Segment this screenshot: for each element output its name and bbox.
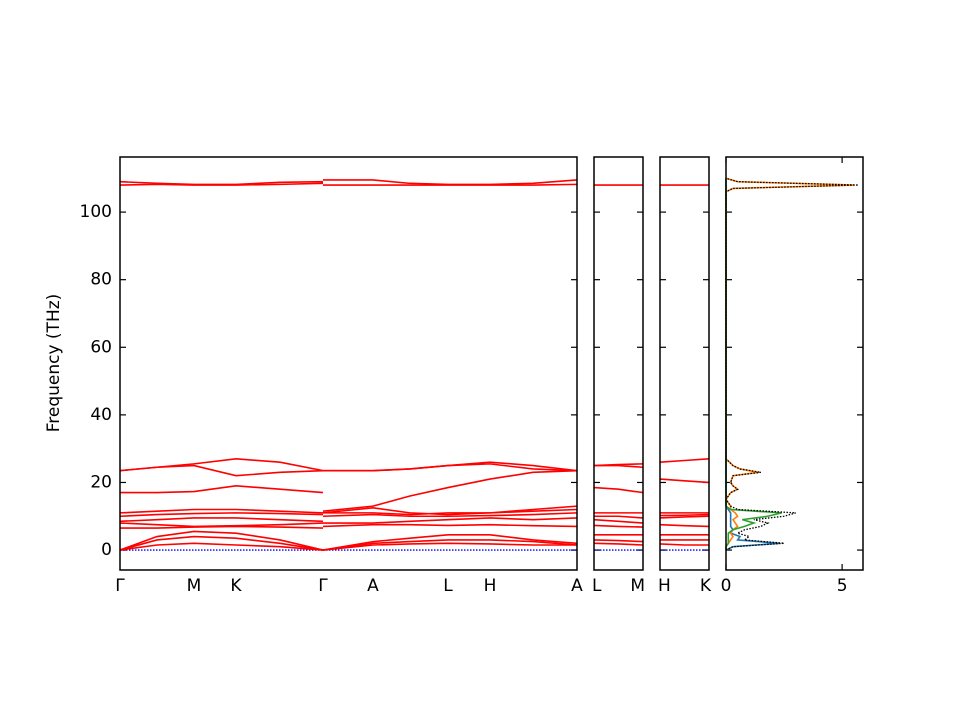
band	[593, 463, 644, 467]
band	[659, 478, 710, 484]
y-axis-label: Frequency (THz)	[44, 294, 64, 433]
band	[593, 539, 644, 543]
band	[119, 517, 578, 528]
band	[593, 542, 644, 546]
panel-frame	[659, 156, 710, 571]
x-tick-label: Γ	[115, 576, 125, 596]
band	[659, 458, 710, 463]
y-tick-label: 40	[90, 405, 112, 425]
x-tick-label: H	[658, 576, 671, 596]
band	[659, 515, 710, 519]
band	[659, 543, 709, 546]
band	[594, 515, 644, 519]
x-tick-label: 5	[837, 576, 848, 596]
x-tick-label: M	[630, 576, 645, 596]
band	[119, 179, 578, 186]
y-tick-label: 0	[101, 540, 112, 560]
x-tick-label: M	[187, 576, 202, 596]
band	[593, 524, 644, 528]
band	[119, 458, 578, 472]
y-tick-label: 20	[90, 472, 112, 492]
x-tick-label: 0	[721, 576, 732, 596]
band	[120, 469, 578, 512]
y-tick-label: 80	[90, 270, 112, 290]
x-tick-label: A	[367, 576, 379, 596]
panel-frame	[119, 156, 578, 571]
x-tick-label: L	[592, 576, 602, 596]
band	[119, 542, 577, 551]
x-tick-label: H	[484, 576, 497, 596]
x-tick-label: A	[571, 576, 583, 596]
x-tick-label: K	[230, 576, 242, 596]
band	[119, 535, 578, 551]
panel-frame	[725, 156, 864, 571]
band	[593, 518, 644, 524]
band	[119, 530, 578, 551]
band	[119, 512, 578, 523]
x-tick-label: Γ	[318, 576, 328, 596]
x-tick-label: L	[443, 576, 453, 596]
y-tick-label: 100	[80, 202, 112, 222]
x-tick-label: K	[700, 576, 712, 596]
band	[659, 513, 710, 517]
band	[659, 523, 710, 528]
y-tick-label: 60	[90, 337, 112, 357]
band	[593, 486, 644, 494]
panel-frame	[593, 156, 644, 571]
band	[119, 508, 578, 518]
band	[119, 505, 578, 516]
